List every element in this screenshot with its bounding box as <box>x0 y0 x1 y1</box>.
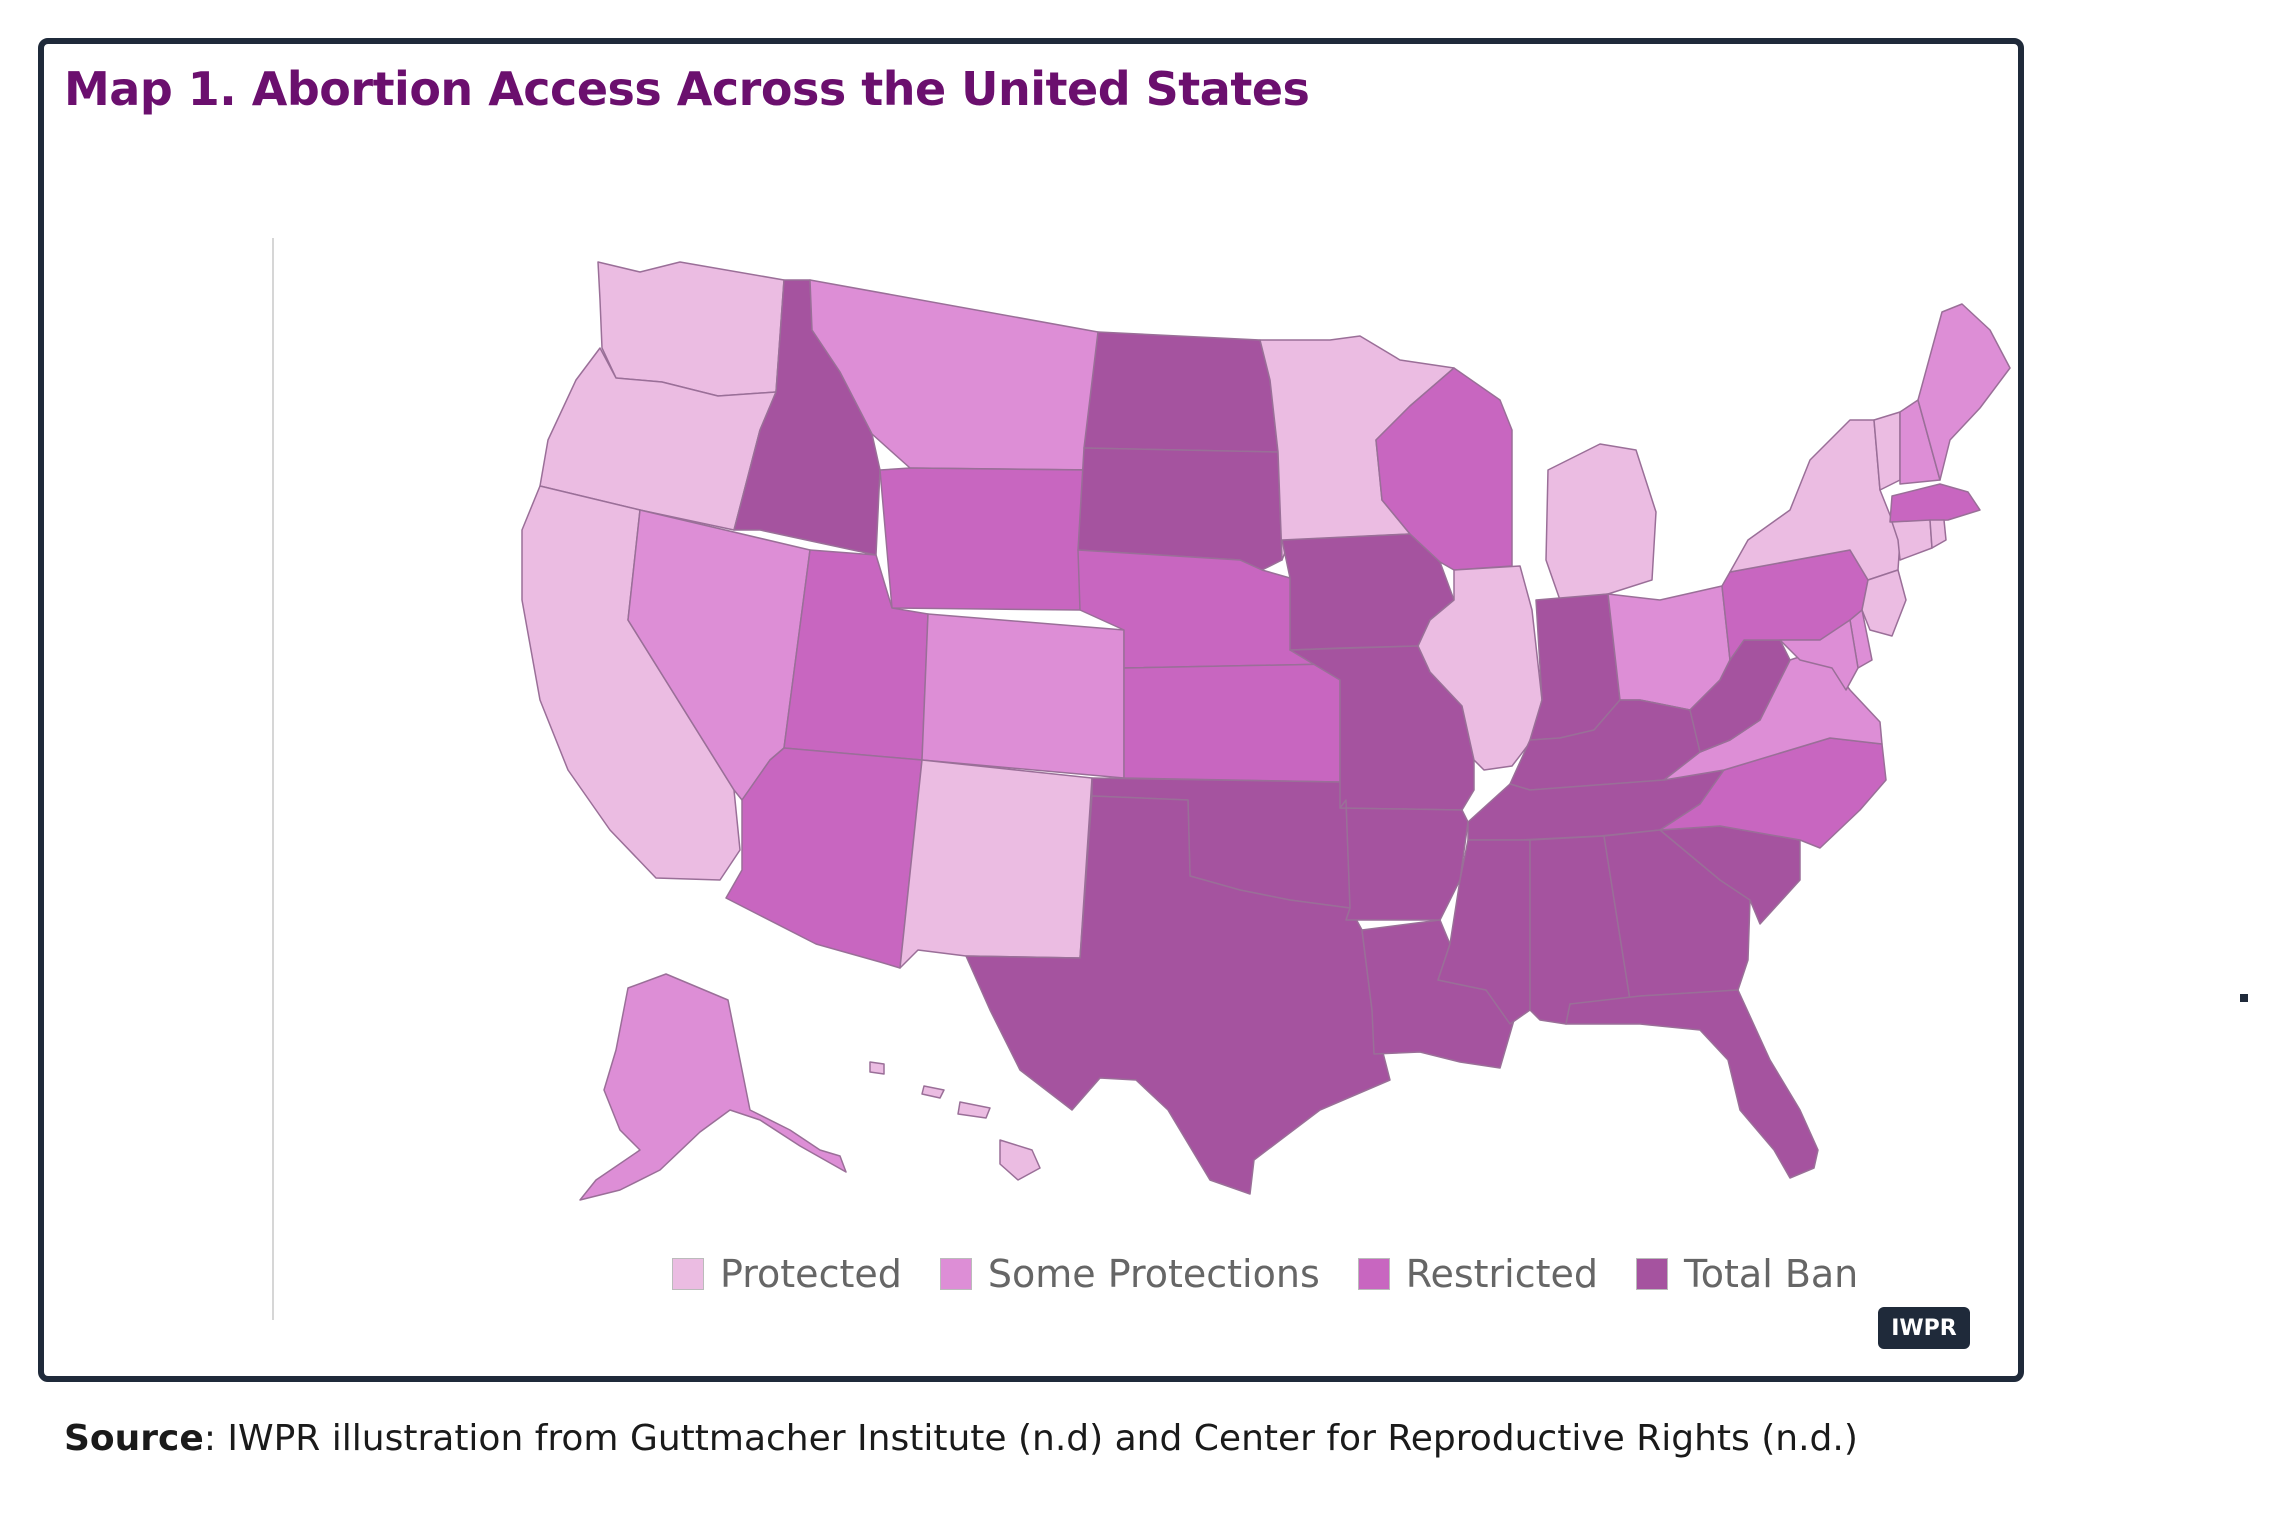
legend-label-some-protections: Some Protections <box>987 1252 1320 1296</box>
state-hi-islands[interactable] <box>869 1061 885 1075</box>
legend-swatch-protected <box>672 1258 704 1290</box>
legend-swatch-total-ban <box>1636 1258 1668 1290</box>
source-label: Source <box>64 1418 204 1459</box>
legend-label-restricted: Restricted <box>1405 1252 1598 1296</box>
map-legend: Protected Some Protections Restricted To… <box>672 1252 1858 1296</box>
legend-item-protected: Protected <box>672 1252 902 1296</box>
state-md[interactable] <box>1779 619 1859 691</box>
state-hi-islands-2[interactable] <box>921 1085 945 1099</box>
divider-line <box>272 238 274 1320</box>
state-co[interactable] <box>921 613 1125 779</box>
stray-dot <box>2240 994 2248 1002</box>
legend-item-some-protections: Some Protections <box>939 1252 1320 1296</box>
state-hi-islands-3[interactable] <box>957 1101 991 1119</box>
source-text: : IWPR illustration from Guttmacher Inst… <box>203 1418 1858 1459</box>
legend-label-total-ban: Total Ban <box>1684 1252 1859 1296</box>
legend-item-restricted: Restricted <box>1357 1252 1598 1296</box>
state-il[interactable] <box>1417 565 1543 771</box>
state-wa[interactable] <box>597 261 785 397</box>
iwpr-badge: IWPR <box>1878 1307 1970 1349</box>
state-wv[interactable] <box>1689 639 1791 753</box>
state-la[interactable] <box>1361 919 1515 1069</box>
legend-swatch-some-protections <box>939 1258 972 1290</box>
state-ks[interactable] <box>1123 663 1341 783</box>
state-mi[interactable] <box>1545 443 1657 601</box>
state-fl[interactable] <box>1565 989 1819 1179</box>
state-nj[interactable] <box>1861 569 1907 637</box>
state-nm[interactable] <box>899 759 1093 969</box>
state-wy[interactable] <box>879 467 1089 611</box>
state-ri[interactable] <box>1929 519 1947 549</box>
state-nd[interactable] <box>1083 331 1279 453</box>
source-note: Source: IWPR illustration from Guttmache… <box>64 1418 1858 1459</box>
state-ct[interactable] <box>1891 519 1933 561</box>
legend-swatch-restricted <box>1357 1258 1390 1290</box>
state-ny[interactable] <box>1729 419 1901 581</box>
state-ma[interactable] <box>1889 483 1981 523</box>
state-nc[interactable] <box>1659 737 1887 849</box>
legend-label-protected: Protected <box>720 1252 902 1296</box>
state-az[interactable] <box>725 747 923 969</box>
state-wi[interactable] <box>1375 367 1513 571</box>
state-ar[interactable] <box>1339 799 1469 921</box>
state-me[interactable] <box>1917 303 2011 481</box>
state-ak[interactable] <box>579 973 847 1201</box>
state-hi[interactable] <box>999 1139 1041 1181</box>
state-tx[interactable] <box>965 795 1391 1195</box>
map-title: Map 1. Abortion Access Across the United… <box>64 62 1310 116</box>
legend-item-total-ban: Total Ban <box>1636 1252 1858 1296</box>
